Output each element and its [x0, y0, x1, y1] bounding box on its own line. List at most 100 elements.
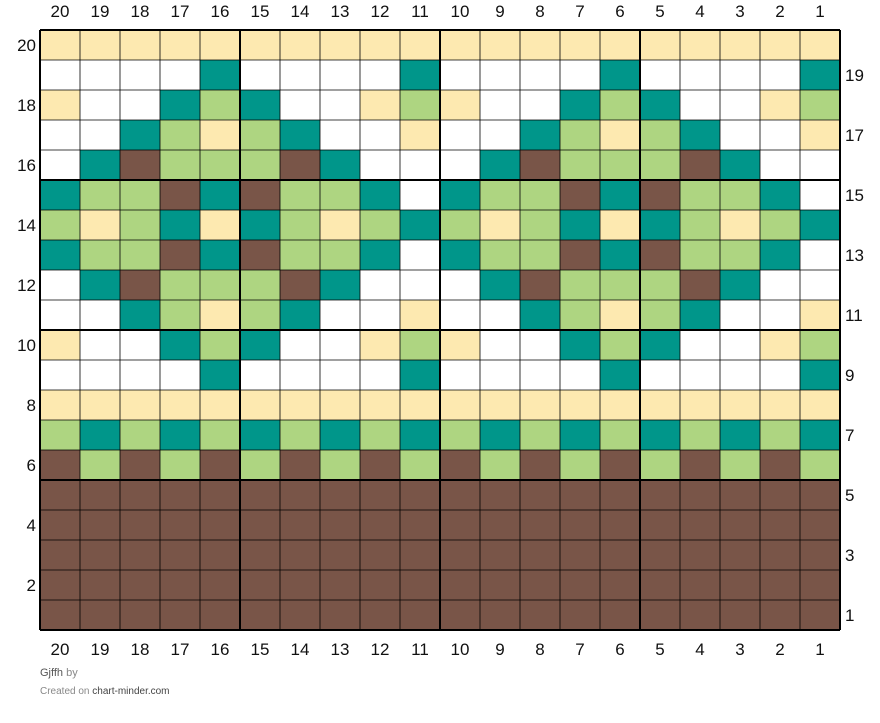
chart-cell: [80, 510, 120, 540]
chart-cell: [40, 390, 80, 420]
chart-cell: [720, 270, 760, 300]
row-label-right: 1: [845, 606, 854, 625]
chart-cell: [440, 390, 480, 420]
chart-cell: [760, 150, 800, 180]
chart-cell: [400, 510, 440, 540]
chart-cell: [760, 270, 800, 300]
chart-cell: [680, 360, 720, 390]
chart-cell: [320, 600, 360, 630]
chart-cell: [600, 210, 640, 240]
chart-cell: [600, 300, 640, 330]
column-label-bottom: 5: [655, 640, 664, 659]
chart-cell: [200, 270, 240, 300]
chart-cell: [120, 420, 160, 450]
chart-cell: [360, 510, 400, 540]
row-label-left: 16: [17, 156, 36, 175]
chart-cell: [240, 180, 280, 210]
chart-cell: [800, 60, 840, 90]
chart-cell: [120, 390, 160, 420]
chart-cell: [520, 420, 560, 450]
chart-cell: [280, 360, 320, 390]
chart-cell: [400, 90, 440, 120]
chart-cell: [320, 420, 360, 450]
chart-cell: [600, 390, 640, 420]
chart-cell: [680, 300, 720, 330]
chart-cell: [480, 240, 520, 270]
chart-cell: [120, 90, 160, 120]
chart-cell: [560, 150, 600, 180]
chart-cell: [520, 270, 560, 300]
column-label-top: 15: [251, 2, 270, 21]
chart-cell: [200, 60, 240, 90]
chart-cell: [200, 120, 240, 150]
chart-cell: [80, 600, 120, 630]
chart-cell: [600, 120, 640, 150]
chart-cell: [800, 420, 840, 450]
chart-cell: [160, 90, 200, 120]
chart-cell: [520, 540, 560, 570]
chart-cell: [280, 120, 320, 150]
chart-cell: [760, 480, 800, 510]
chart-cell: [360, 120, 400, 150]
chart-cell: [40, 60, 80, 90]
chart-cell: [120, 120, 160, 150]
chart-cell: [440, 150, 480, 180]
row-label-left: 10: [17, 336, 36, 355]
chart-cell: [280, 450, 320, 480]
chart-cell: [40, 600, 80, 630]
site-link[interactable]: chart-minder.com: [92, 686, 170, 697]
chart-cell: [400, 180, 440, 210]
chart-cell: [440, 360, 480, 390]
credit-line: Created on chart-minder.com: [40, 686, 170, 697]
column-label-top: 1: [815, 2, 824, 21]
chart-cell: [680, 390, 720, 420]
row-label-left: 18: [17, 96, 36, 115]
chart-cell: [520, 300, 560, 330]
chart-cell: [560, 60, 600, 90]
column-label-bottom: 16: [211, 640, 230, 659]
chart-cell: [480, 210, 520, 240]
column-label-top: 14: [291, 2, 310, 21]
row-label-left: 4: [27, 516, 36, 535]
chart-title-line: Gjffh by: [40, 667, 78, 679]
chart-cell: [680, 120, 720, 150]
chart-cell: [400, 600, 440, 630]
column-label-bottom: 17: [171, 640, 190, 659]
chart-cell: [400, 60, 440, 90]
chart-cell: [640, 90, 680, 120]
chart-cell: [40, 300, 80, 330]
chart-cell: [280, 540, 320, 570]
chart-cell: [240, 150, 280, 180]
chart-cell: [760, 570, 800, 600]
chart-cell: [360, 210, 400, 240]
chart-cell: [200, 30, 240, 60]
column-label-bottom: 10: [451, 640, 470, 659]
chart-cell: [160, 420, 200, 450]
chart-cell: [640, 180, 680, 210]
chart-cell: [400, 240, 440, 270]
chart-cell: [280, 300, 320, 330]
chart-cell: [280, 30, 320, 60]
chart-cell: [120, 210, 160, 240]
chart-cell: [440, 330, 480, 360]
chart-cell: [120, 360, 160, 390]
chart-cell: [440, 570, 480, 600]
chart-cell: [600, 240, 640, 270]
chart-cell: [360, 180, 400, 210]
chart-cell: [320, 450, 360, 480]
chart-cell: [40, 540, 80, 570]
chart-cell: [560, 510, 600, 540]
chart-cell: [600, 30, 640, 60]
chart-cell: [80, 450, 120, 480]
chart-cell: [600, 600, 640, 630]
chart-cell: [720, 120, 760, 150]
chart-cell: [520, 30, 560, 60]
chart-cell: [800, 570, 840, 600]
chart-cell: [200, 480, 240, 510]
chart-cell: [280, 420, 320, 450]
chart-cell: [120, 330, 160, 360]
chart-cell: [320, 180, 360, 210]
chart-cell: [320, 90, 360, 120]
chart-cell: [600, 180, 640, 210]
chart-cell: [480, 390, 520, 420]
